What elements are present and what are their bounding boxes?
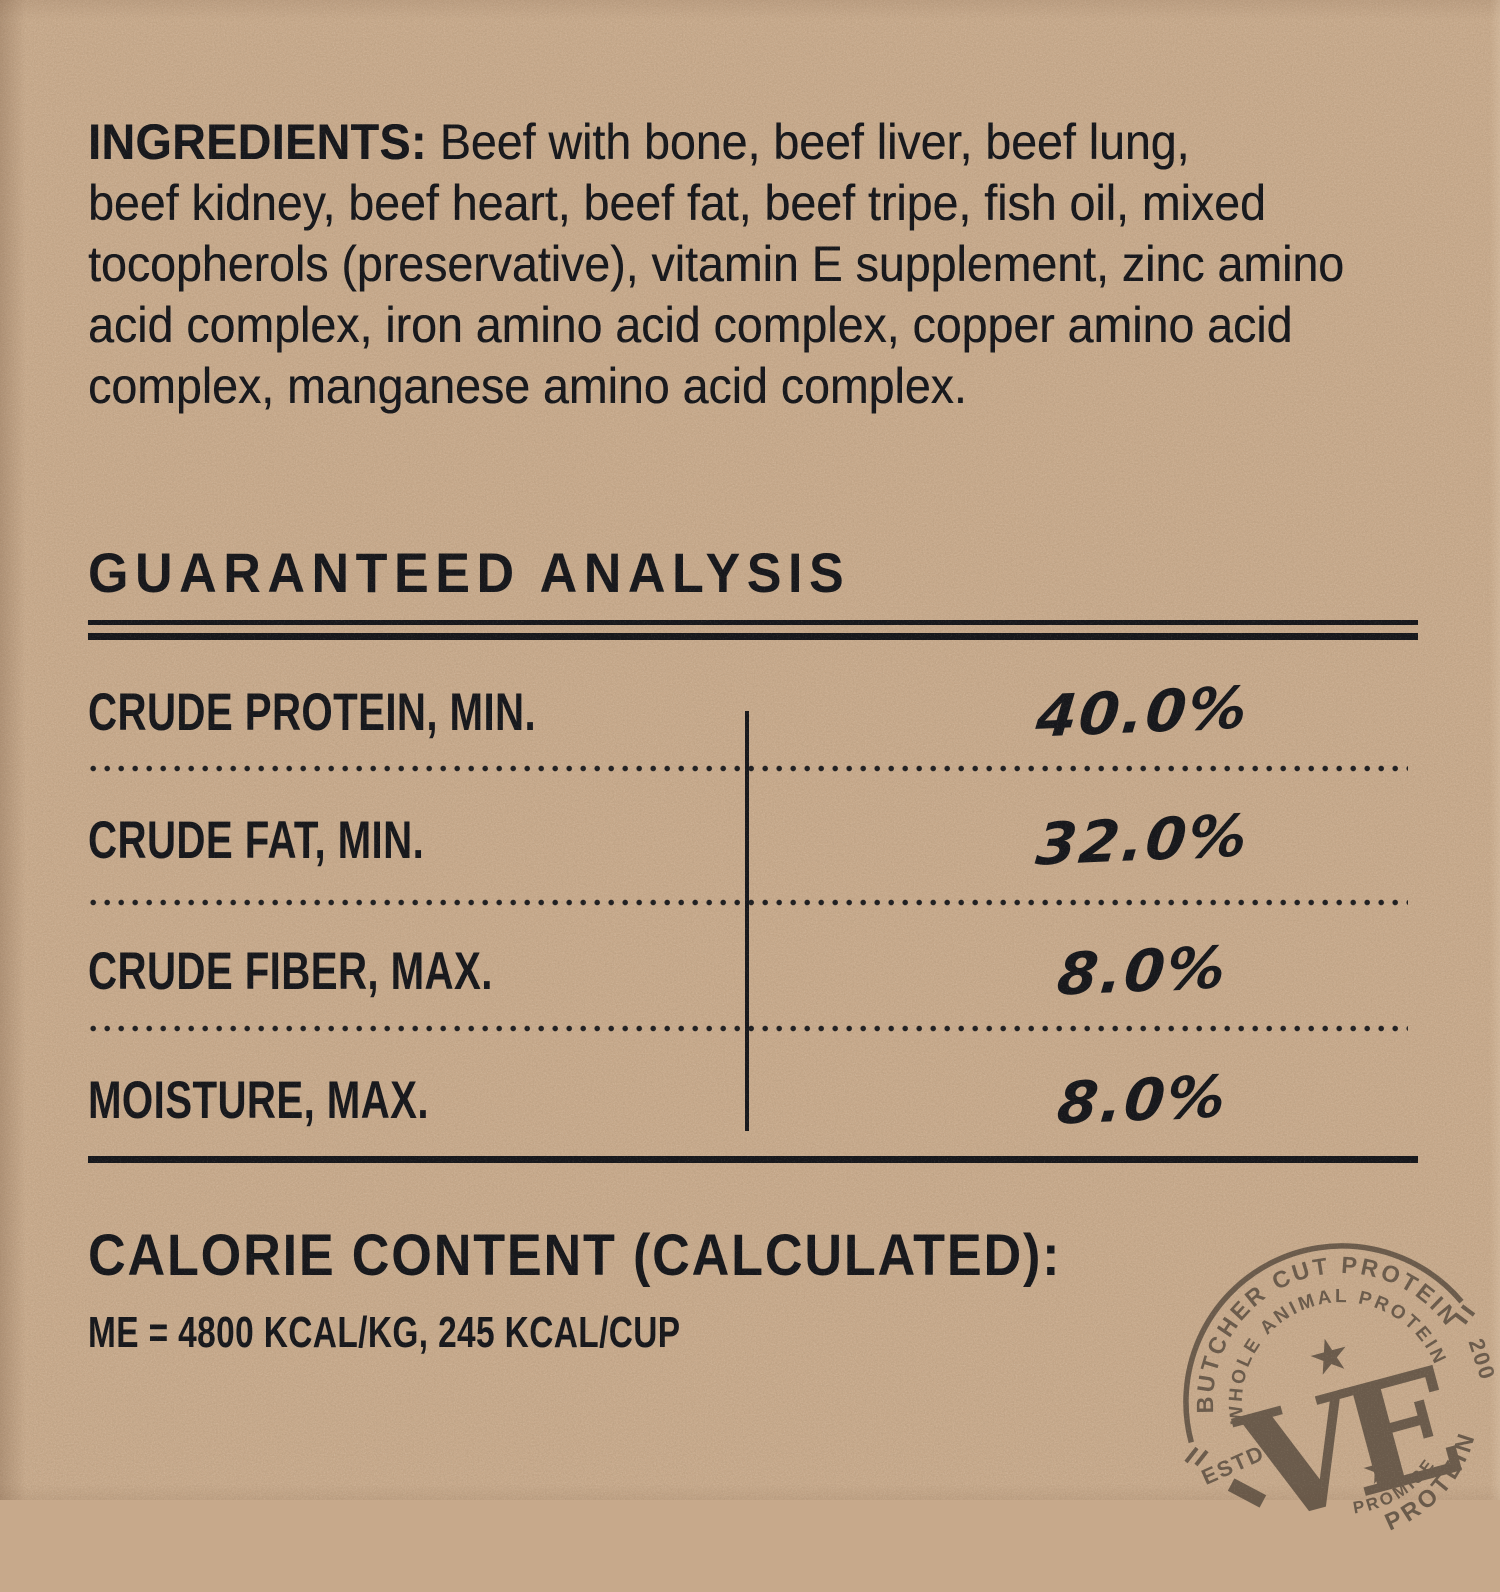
row-name: MOISTURE, MAX.: [88, 1070, 430, 1130]
row-value: 8.0%: [1054, 933, 1231, 1009]
calorie-content-title: CALORIE CONTENT (CALCULATED):: [88, 1223, 1062, 1288]
table-row: CRUDE FAT, MIN. 32.0%: [88, 778, 1418, 902]
row-name: CRUDE FAT, MIN.: [88, 810, 425, 870]
dotted-separator: [90, 1025, 1408, 1032]
calorie-content-value: ME = 4800 KCAL/KG, 245 KCAL/CUP: [88, 1308, 681, 1357]
ingredients-paragraph: INGREDIENTS: Beef with bone, beef liver,…: [88, 112, 1399, 417]
row-value: 32.0%: [1033, 801, 1252, 879]
table-row: MOISTURE, MAX. 8.0%: [88, 1038, 1418, 1162]
table-row: CRUDE PROTEIN, MIN. 40.0%: [88, 650, 1418, 774]
ve-monogram: VE: [1223, 1335, 1472, 1559]
dotted-separator: [90, 765, 1408, 772]
row-name: CRUDE PROTEIN, MIN.: [88, 682, 537, 742]
ingredients-label: INGREDIENTS:: [88, 114, 427, 170]
double-rule: [88, 620, 1418, 640]
row-name: CRUDE FIBER, MAX.: [88, 941, 493, 1001]
stamp-year-text: 200: [1464, 1336, 1500, 1384]
stamp-break-chevron: [1184, 1446, 1209, 1467]
table-row: CRUDE FIBER, MAX. 8.0%: [88, 909, 1418, 1033]
row-value: 40.0%: [1033, 673, 1252, 751]
guaranteed-analysis-table: CRUDE PROTEIN, MIN. 40.0% CRUDE FAT, MIN…: [88, 645, 1418, 1163]
column-divider: [745, 711, 749, 1131]
ve-badge-stamp: BUTCHER CUT PROTEIN WHOLE ANIMAL PROTEIN…: [1183, 1243, 1500, 1559]
row-value: 8.0%: [1054, 1062, 1231, 1138]
kraft-label-photo: { "colors": { "paper": "#c7a98b", "ink":…: [0, 0, 1500, 1559]
table-bottom-rule: [88, 1156, 1418, 1163]
dotted-separator: [90, 899, 1408, 906]
guaranteed-analysis-title: GUARANTEED ANALYSIS: [88, 541, 851, 604]
